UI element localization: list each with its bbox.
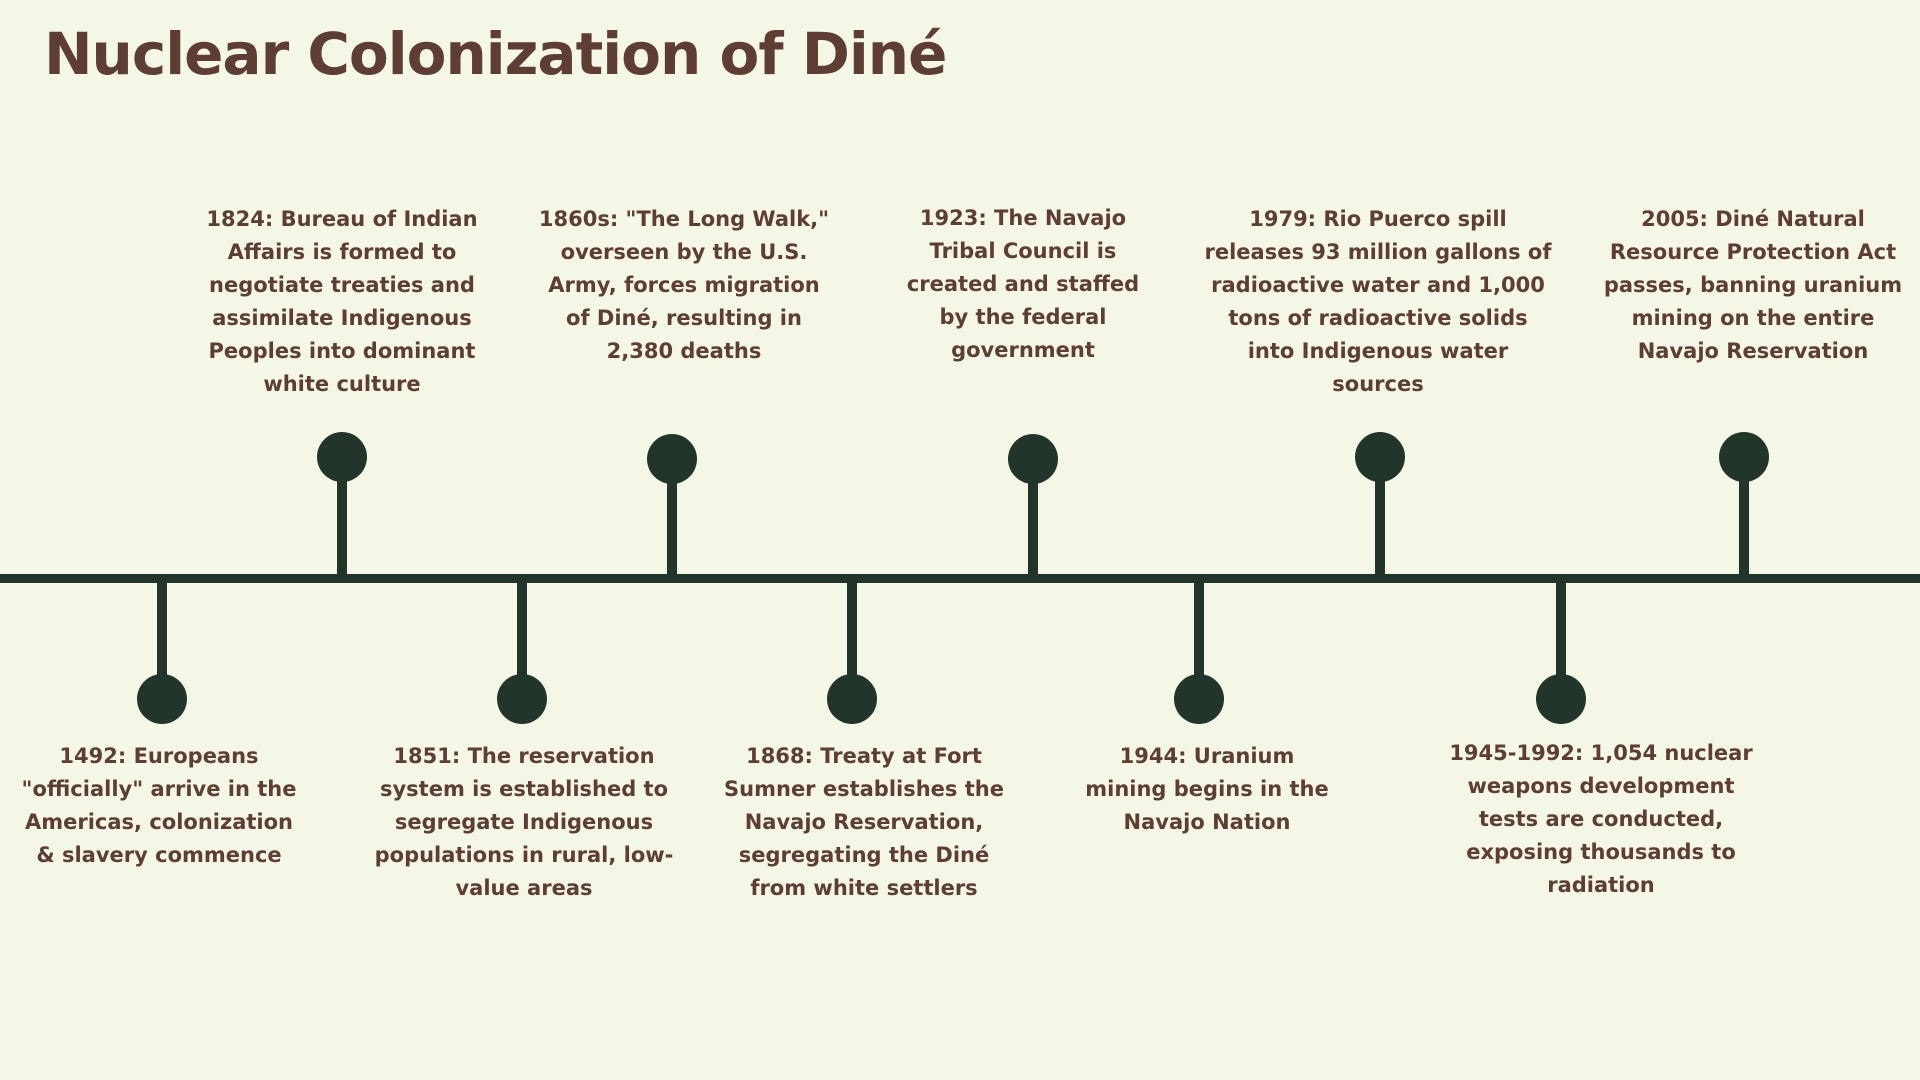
event-label-2005: 2005: Diné Natural Resource Protection A…	[1603, 207, 1903, 363]
event-label-1492: 1492: Europeans "officially" arrive in t…	[21, 744, 297, 867]
event-label-1945-1992: 1945-1992: 1,054 nuclear weapons develop…	[1449, 741, 1753, 897]
timeline-stem	[1739, 470, 1749, 578]
timeline-node	[317, 432, 367, 482]
timeline-node	[1008, 434, 1058, 484]
event-label-1860s: 1860s: "The Long Walk," overseen by the …	[538, 207, 830, 363]
event-label-1868: 1868: Treaty at Fort Sumner establishes …	[724, 744, 1004, 900]
timeline-node	[1355, 432, 1405, 482]
event-label-1923: 1923: The Navajo Tribal Council is creat…	[906, 206, 1140, 362]
timeline-axis	[0, 574, 1920, 583]
timeline-stem	[337, 470, 347, 578]
timeline-node	[1536, 674, 1586, 724]
timeline-node	[1174, 674, 1224, 724]
timeline-stem	[1028, 470, 1038, 578]
timeline-stem	[1375, 470, 1385, 578]
timeline-stem	[517, 578, 527, 678]
timeline-stem	[847, 578, 857, 678]
timeline-stem	[1194, 578, 1204, 678]
event-label-1824: 1824: Bureau of Indian Affairs is formed…	[206, 207, 478, 396]
timeline-node	[827, 674, 877, 724]
timeline-node	[497, 674, 547, 724]
page-title: Nuclear Colonization of Diné	[44, 20, 947, 88]
timeline-stem	[157, 578, 167, 678]
timeline-node	[647, 434, 697, 484]
timeline-stem	[667, 470, 677, 578]
timeline-node	[137, 674, 187, 724]
event-label-1979: 1979: Rio Puerco spill releases 93 milli…	[1204, 207, 1552, 396]
timeline-stem	[1556, 578, 1566, 678]
timeline-node	[1719, 432, 1769, 482]
event-label-1851: 1851: The reservation system is establis…	[374, 744, 674, 900]
event-label-1944: 1944: Uranium mining begins in the Navaj…	[1085, 744, 1329, 834]
